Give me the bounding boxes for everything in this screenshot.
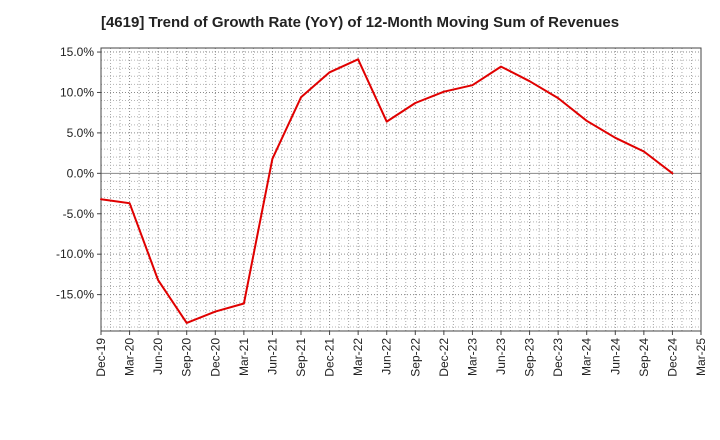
x-tick-label: Jun-24 [608,338,622,375]
y-tick-label: -10.0% [56,247,94,261]
x-tick-label: Dec-20 [208,338,222,377]
x-tick-label: Mar-20 [123,338,137,376]
y-tick-label: -5.0% [63,207,95,221]
x-tick-label: Jun-21 [265,338,279,375]
data-point [556,96,560,100]
data-point [156,278,160,282]
data-point [385,120,389,124]
x-tick-label: Dec-22 [437,338,451,377]
data-point [642,149,646,153]
series-line [100,58,674,324]
data-point [299,95,303,99]
x-tick-label: Dec-24 [665,338,679,377]
plot-frame [100,47,702,332]
y-tick-label: 0.0% [67,166,95,180]
y-tick-label: 10.0% [60,85,94,99]
x-tick-label: Mar-25 [694,338,708,376]
x-tick-label: Mar-23 [465,338,479,376]
data-point [528,79,532,83]
data-point [356,57,360,61]
x-tick-label: Sep-20 [180,338,194,377]
x-tick-label: Dec-23 [551,338,565,377]
x-tick-label: Dec-19 [94,338,108,377]
x-tick-label: Dec-21 [323,338,337,377]
data-point [470,83,474,87]
y-tick-label: 15.0% [60,45,94,59]
data-point [670,171,674,175]
x-tick-label: Mar-24 [580,338,594,376]
data-point [242,302,246,306]
x-tick-label: Sep-23 [523,338,537,377]
data-point [413,101,417,105]
x-tick-label: Mar-22 [351,338,365,376]
y-tick-label: -15.0% [56,288,94,302]
x-tick-label: Jun-20 [151,338,165,375]
data-point [213,310,217,314]
y-tick-label: 5.0% [67,126,95,140]
x-tick-label: Sep-22 [408,338,422,377]
data-point [328,70,332,74]
data-point [99,197,103,201]
data-point [442,90,446,94]
data-point [613,136,617,140]
data-point [185,321,189,325]
chart-title: [4619] Trend of Growth Rate (YoY) of 12-… [100,14,620,31]
data-point [128,201,132,205]
data-point [585,119,589,123]
x-tick-label: Mar-21 [237,338,251,376]
data-point [270,157,274,161]
x-tick-label: Sep-24 [637,338,651,377]
x-tick-label: Jun-22 [380,338,394,375]
data-point [499,65,503,69]
x-tick-label: Sep-21 [294,338,308,377]
x-tick-label: Jun-23 [494,338,508,375]
